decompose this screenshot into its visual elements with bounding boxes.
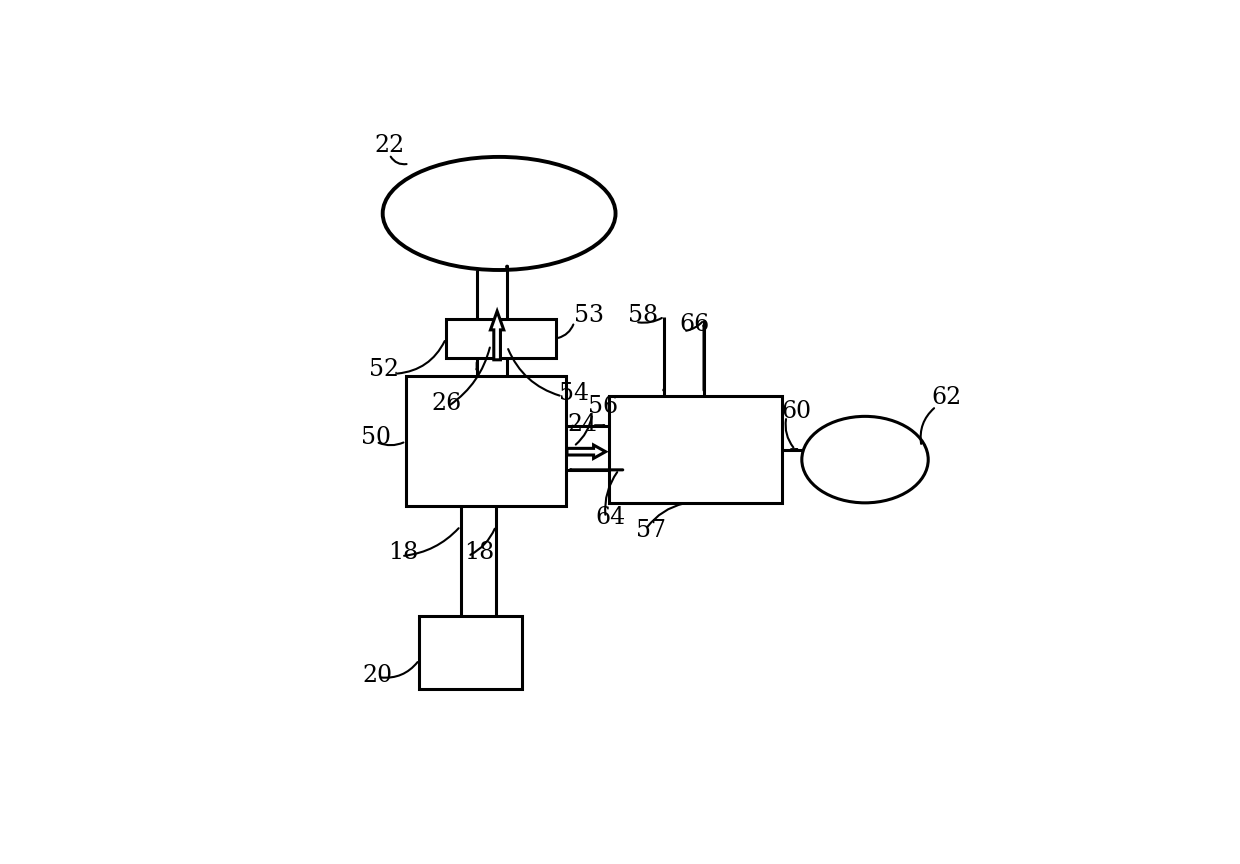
Text: 22: 22 [374,134,405,156]
Text: 64: 64 [595,506,626,529]
Text: 20: 20 [363,664,393,688]
Text: 57: 57 [635,519,666,543]
Ellipse shape [802,416,929,503]
Bar [446,319,556,358]
Bar [419,616,522,689]
Text: 24: 24 [568,413,598,436]
Text: 60: 60 [782,400,812,423]
Text: 52: 52 [370,359,399,381]
Text: 58: 58 [627,304,657,327]
Text: 53: 53 [574,304,604,327]
Text: 54: 54 [559,382,589,404]
FancyArrow shape [567,445,605,458]
Text: 66: 66 [680,314,709,336]
Text: 18: 18 [464,541,494,563]
Text: 26: 26 [432,391,463,415]
Text: 50: 50 [361,426,392,449]
Text: 18: 18 [388,541,418,563]
FancyArrow shape [491,311,503,359]
Text: 62: 62 [931,386,962,410]
Text: 56: 56 [588,395,618,418]
Bar [609,397,782,503]
Ellipse shape [383,157,615,270]
Bar [405,377,565,506]
